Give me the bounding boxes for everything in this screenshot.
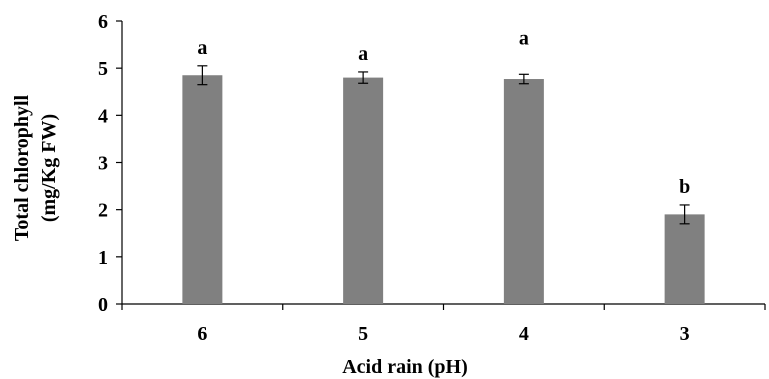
bar [503, 79, 544, 304]
bars [182, 75, 705, 304]
error-bars [197, 65, 690, 225]
y-tick-label: 4 [98, 105, 108, 127]
significance-labels: a a a b [197, 28, 690, 198]
significance-label: a [197, 37, 207, 59]
x-axis: 6 5 4 3 [121, 303, 766, 345]
bar [664, 214, 705, 304]
y-tick-label: 0 [98, 294, 108, 316]
x-tick-label: 3 [680, 323, 690, 345]
x-tick-label: 5 [358, 323, 368, 345]
significance-label: a [358, 43, 368, 65]
bar [182, 75, 223, 304]
x-axis-title: Acid rain (pH) [342, 356, 468, 378]
significance-label: b [679, 176, 690, 198]
y-axis-title-line1: Total chlorophyll [11, 94, 33, 241]
significance-label: a [519, 28, 529, 50]
y-tick-label: 5 [98, 58, 108, 80]
y-tick-label: 3 [98, 153, 108, 175]
y-tick-label: 2 [98, 200, 108, 222]
y-tick-label: 1 [98, 247, 108, 269]
x-tick-label: 4 [519, 323, 529, 345]
y-axis: 0 1 2 3 4 5 6 [98, 11, 123, 316]
bar [343, 77, 384, 304]
y-axis-title: Total chlorophyll (mg/Kg FW) [11, 94, 60, 241]
x-tick-label: 6 [197, 323, 207, 345]
y-tick-label: 6 [98, 11, 108, 33]
y-axis-title-line2: (mg/Kg FW) [38, 114, 60, 222]
